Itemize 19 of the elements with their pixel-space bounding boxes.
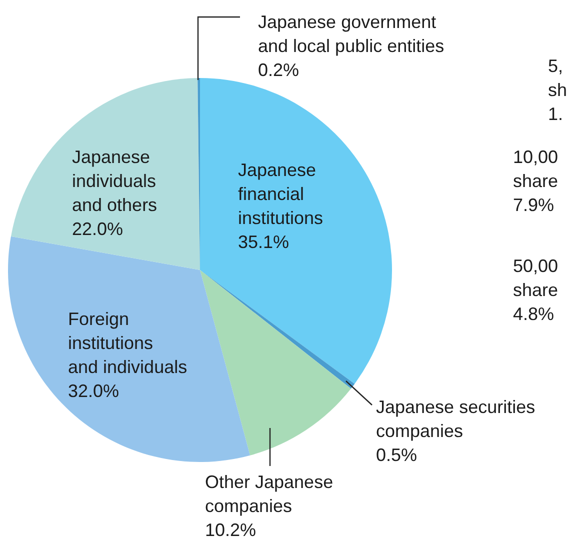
slice-label: Other Japanese companies: [205, 472, 334, 516]
slice-label: Japanese financial institutions: [238, 160, 324, 228]
text: 10,00 share 7.9%: [513, 147, 558, 215]
data-label: 0.5%: [376, 445, 418, 465]
pie-slice: [200, 270, 355, 389]
data-label: 32.0%: [68, 381, 120, 401]
pie-slice: [200, 78, 392, 384]
slice-label: Japanese government and local public entities: [258, 12, 444, 56]
data-label: 0.2%: [258, 60, 300, 80]
slice-label: Japanese individuals and others: [72, 147, 158, 215]
text: 50,00 share 4.8%: [513, 256, 558, 324]
pie-slice: [200, 270, 351, 456]
data-label: 35.1%: [238, 232, 290, 252]
slice-label: Japanese securities companies: [376, 397, 536, 441]
data-label: 22.0%: [72, 219, 124, 239]
pie-slice: [10, 78, 200, 270]
data-label: 10.2%: [205, 520, 256, 540]
text: 5, sh 1.: [548, 56, 567, 124]
slice-label: Foreign institutions and individuals: [68, 309, 188, 377]
